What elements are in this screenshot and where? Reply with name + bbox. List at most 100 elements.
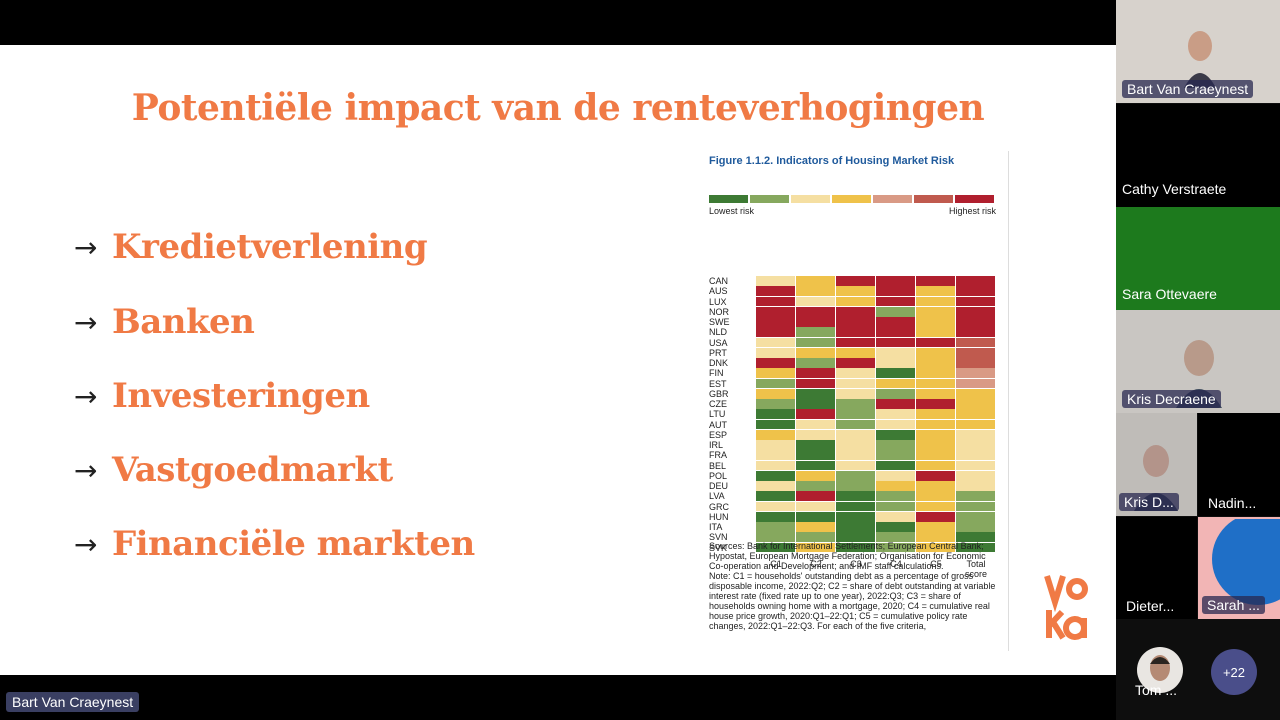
heatmap-cell bbox=[836, 542, 875, 553]
heatmap-cell bbox=[876, 327, 915, 337]
participant-tile[interactable]: Dieter... bbox=[1116, 517, 1197, 619]
participant-tile[interactable]: Sara Ottevaere bbox=[1116, 207, 1280, 310]
heatmap-cell bbox=[756, 296, 795, 307]
row-label: ITA bbox=[709, 522, 723, 532]
legend-swatch bbox=[791, 195, 830, 203]
heatmap-cell bbox=[876, 296, 915, 307]
row-label: LUX bbox=[709, 296, 727, 307]
heatmap-cell bbox=[876, 429, 915, 440]
avatar bbox=[1137, 647, 1183, 693]
heatmap-cell bbox=[916, 511, 955, 522]
heatmap-cell bbox=[876, 276, 915, 286]
arrow-icon: → bbox=[74, 305, 98, 339]
heatmap-cell bbox=[756, 368, 795, 378]
arrow-icon: → bbox=[74, 527, 98, 561]
bullet-text: Vastgoedmarkt bbox=[112, 450, 393, 490]
heatmap-cell bbox=[756, 306, 795, 317]
heatmap-cell bbox=[796, 501, 835, 512]
active-speaker-label: Bart Van Craeynest bbox=[6, 692, 140, 712]
heatmap-cell bbox=[836, 358, 875, 368]
bullet-item: → Kredietverlening bbox=[74, 225, 428, 269]
participant-tile[interactable]: Cathy Verstraete bbox=[1116, 104, 1280, 207]
heatmap-cell bbox=[756, 286, 795, 296]
heatmap-cell bbox=[956, 419, 995, 430]
heatmap-cell bbox=[796, 286, 835, 296]
heatmap-cell bbox=[836, 399, 875, 409]
row-label: HUN bbox=[709, 511, 729, 522]
row-label: AUS bbox=[709, 286, 728, 297]
bullet-text: Banken bbox=[112, 302, 255, 342]
heatmap-cell bbox=[836, 378, 875, 389]
heatmap-cell bbox=[916, 522, 955, 532]
arrow-icon: → bbox=[74, 453, 98, 487]
participant-name: Sara Ottevaere bbox=[1122, 286, 1217, 302]
person-avatar bbox=[1184, 31, 1216, 88]
participant-name: Dieter... bbox=[1126, 598, 1175, 614]
row-label: DEU bbox=[709, 481, 729, 491]
participant-tile[interactable]: Sarah ... bbox=[1198, 517, 1280, 619]
heatmap-cell bbox=[916, 296, 955, 307]
participant-tile[interactable]: Bart Van Craeynest bbox=[1116, 0, 1280, 103]
bullet-text: Financiële markten bbox=[112, 524, 475, 564]
column-label: Total score bbox=[964, 558, 987, 579]
heatmap-cell bbox=[956, 286, 995, 296]
participant-name: Bart Van Craeynest bbox=[1122, 80, 1254, 98]
heatmap-cell bbox=[796, 306, 835, 317]
heatmap-cell bbox=[956, 460, 995, 471]
more-participants-button[interactable]: +22 bbox=[1211, 649, 1257, 695]
heatmap-cell bbox=[756, 440, 795, 450]
heatmap-cell bbox=[956, 276, 995, 286]
heatmap-cell bbox=[876, 358, 915, 368]
figure-note: Note: C1 = households' outstanding debt … bbox=[709, 571, 996, 631]
figure-sources: Sources: Bank for International Settleme… bbox=[709, 541, 986, 571]
row-label: NLD bbox=[709, 327, 728, 338]
participant-tile[interactable]: Tom ... bbox=[1116, 620, 1197, 720]
heatmap-cell bbox=[876, 317, 915, 327]
row-label: EST bbox=[709, 378, 727, 389]
heatmap-cell bbox=[796, 337, 835, 348]
row-label: CAN bbox=[709, 276, 729, 286]
column-label: C3 bbox=[850, 558, 862, 569]
housing-risk-figure: Figure 1.1.2. Indicators of Housing Mark… bbox=[700, 151, 1009, 651]
participant-name: Nadin... bbox=[1208, 495, 1257, 511]
legend-swatch bbox=[914, 195, 953, 203]
heatmap-cell bbox=[916, 450, 955, 460]
heatmap-cell bbox=[916, 429, 955, 440]
heatmap-cell bbox=[956, 306, 995, 317]
heatmap-cell bbox=[956, 368, 995, 378]
heatmap-cell bbox=[916, 317, 955, 327]
heatmap-cell bbox=[756, 409, 795, 419]
heatmap-cell bbox=[796, 450, 835, 460]
heatmap-cell bbox=[916, 347, 955, 358]
column-label: C4 bbox=[890, 558, 902, 569]
heatmap-cell bbox=[756, 429, 795, 440]
column-label: C2 bbox=[810, 558, 822, 569]
heatmap-cell bbox=[756, 542, 795, 553]
heatmap-cell bbox=[956, 378, 995, 389]
heatmap-cell bbox=[916, 440, 955, 450]
participant-tile[interactable]: Nadin... bbox=[1198, 413, 1280, 516]
heatmap-cell bbox=[756, 532, 795, 542]
heatmap-cell bbox=[796, 378, 835, 389]
heatmap-cell bbox=[756, 276, 795, 286]
heatmap-cell bbox=[836, 306, 875, 317]
bullet-item: → Financiële markten bbox=[74, 522, 475, 566]
heatmap-cell bbox=[916, 399, 955, 409]
heatmap-cell bbox=[876, 378, 915, 389]
heatmap-cell bbox=[876, 542, 915, 553]
heatmap-cell bbox=[836, 470, 875, 481]
heatmap-cell bbox=[756, 337, 795, 348]
heatmap-cell bbox=[836, 286, 875, 296]
heatmap-cell bbox=[756, 511, 795, 522]
row-label: DNK bbox=[709, 358, 729, 368]
participant-tile[interactable]: Kris Decraene bbox=[1116, 310, 1280, 413]
heatmap-cell bbox=[836, 501, 875, 512]
heatmap-cell bbox=[756, 470, 795, 481]
row-label: GBR bbox=[709, 388, 729, 399]
heatmap-cell bbox=[916, 378, 955, 389]
participant-tile[interactable]: Kris D... bbox=[1116, 413, 1197, 516]
row-label: BEL bbox=[709, 460, 727, 471]
shared-slide: Potentiële impact van de renteverhoginge… bbox=[0, 45, 1116, 675]
legend-swatch bbox=[750, 195, 789, 203]
heatmap-cell bbox=[756, 378, 795, 389]
